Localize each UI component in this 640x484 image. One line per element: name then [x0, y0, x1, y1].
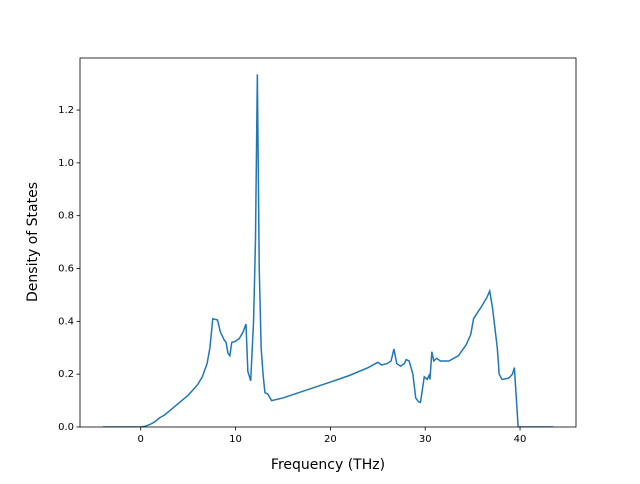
y-tick-label: 0.8 — [58, 211, 74, 222]
y-tick-label: 1.2 — [58, 105, 74, 116]
x-axis-label: Frequency (THz) — [271, 457, 385, 473]
y-axis-label: Density of States — [25, 182, 41, 302]
line — [102, 74, 554, 427]
plot-frame — [79, 57, 577, 428]
y-tick-label: 0.2 — [58, 369, 74, 380]
y-tick-label: 0.4 — [58, 316, 74, 327]
x-tick-label: 40 — [514, 434, 527, 445]
y-tick-label: 1.0 — [58, 158, 74, 169]
x-tick-label: 20 — [324, 434, 337, 445]
x-tick-label: 0 — [138, 434, 144, 445]
y-tick-label: 0.6 — [58, 264, 74, 275]
y-tick-label: 0.0 — [58, 422, 74, 433]
x-tick-label: 10 — [229, 434, 242, 445]
x-tick-label: 30 — [419, 434, 432, 445]
